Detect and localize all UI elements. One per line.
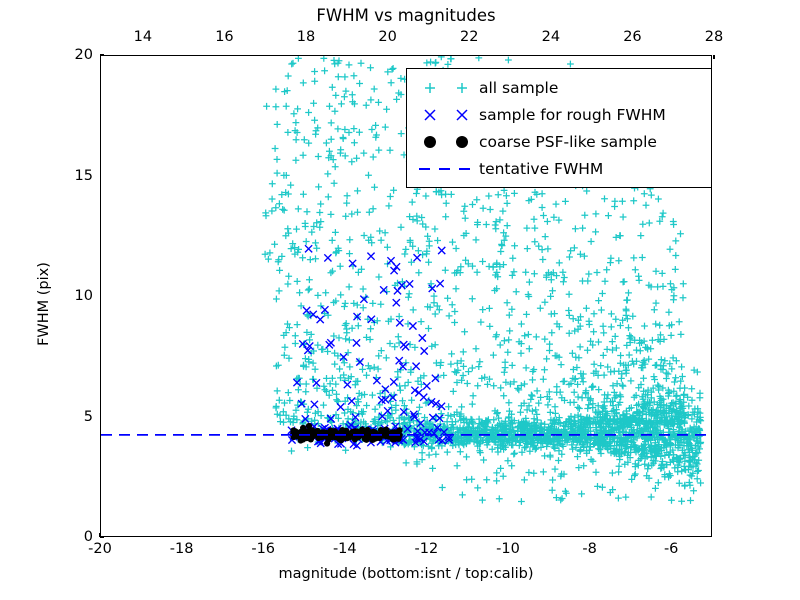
dashed-line-icon [413,157,479,181]
y-tick-label: 20 [74,47,93,63]
plus-icon [413,76,479,100]
x-tick-label-bottom: -18 [169,541,194,557]
x-tick-label-bottom: -14 [332,541,357,557]
x-tick-label-top: 24 [541,29,561,45]
series-sample-for-rough-fwhm [287,244,454,450]
legend-item[interactable]: sample for rough FWHM [407,101,711,128]
legend-item[interactable]: tentative FWHM [407,155,711,182]
x-tick-label-top: 20 [378,29,397,45]
legend-item-label: tentative FWHM [479,159,604,178]
x-tick-label-top: 18 [296,29,316,45]
cross-icon [413,103,479,127]
x-tick-label-bottom: -12 [414,541,439,557]
x-tick-label-bottom: -20 [88,541,112,557]
x-tick-mark-top [713,55,715,59]
y-tick-label: 0 [83,529,93,545]
x-tick-label-bottom: -10 [496,541,520,557]
y-tick-label: 5 [83,408,93,425]
plot-area [100,55,712,537]
x-tick-label-bottom: -6 [663,541,679,557]
y-axis-label: FWHM (pix) [36,262,52,346]
x-axis-label: magnitude (bottom:isnt / top:calib) [278,566,534,582]
x-tick-mark-bottom [99,533,101,537]
legend-item-label: coarse PSF-like sample [479,132,657,151]
x-tick-label-bottom: -16 [251,541,276,557]
legend-item[interactable]: all sample [407,74,711,101]
x-tick-label-top: 16 [215,29,234,45]
legend-item-label: sample for rough FWHM [479,105,666,124]
x-tick-label-bottom: -8 [582,541,597,557]
series-all-sample [261,56,705,505]
page-title: FWHM vs magnitudes [316,6,496,25]
y-tick-mark [100,54,104,56]
legend-item[interactable]: coarse PSF-like sample [407,128,711,155]
y-tick-label: 10 [74,288,93,304]
legend: all sample sample for rough FWHM coarse PS… [406,68,712,188]
x-tick-label-top: 28 [704,29,724,45]
legend-item-label: all sample [479,78,559,97]
x-tick-label-top: 22 [460,29,479,45]
dot-icon [413,130,479,154]
scatter-plot-svg [101,56,711,505]
x-tick-label-top: 26 [623,29,642,45]
x-tick-label-top: 14 [133,29,153,45]
y-tick-label: 15 [74,167,93,184]
